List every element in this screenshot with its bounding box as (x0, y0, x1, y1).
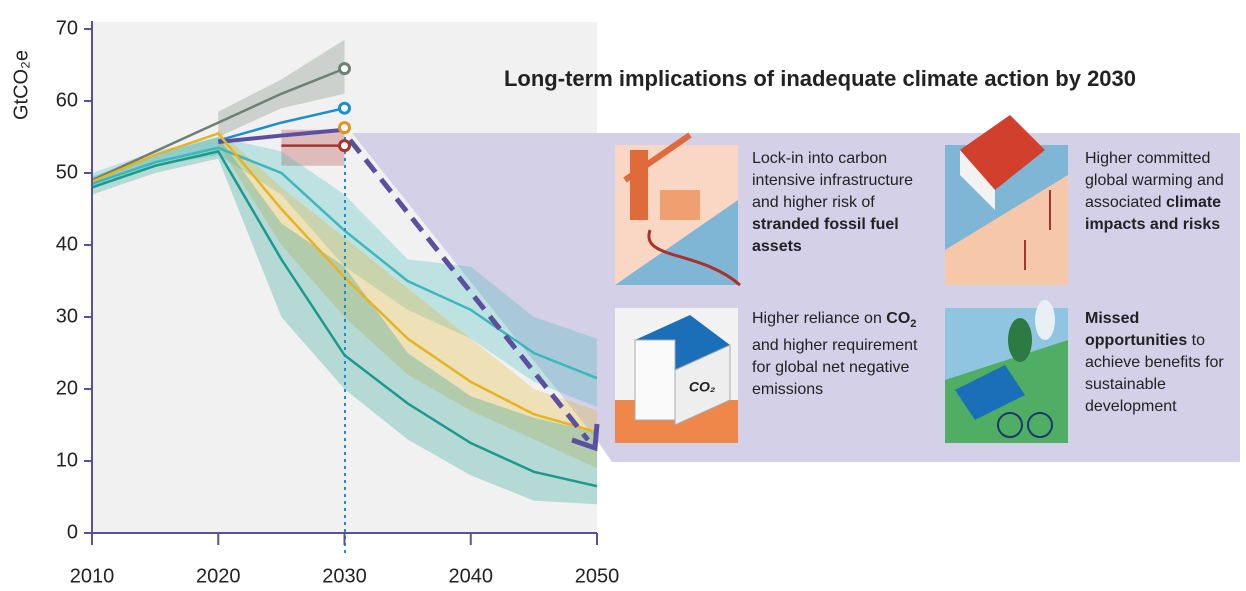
uncertainty-band (218, 39, 345, 137)
end-marker (338, 62, 351, 76)
emission-line (91, 67, 345, 182)
text-segment: 2 (910, 318, 917, 331)
icon-opportunities (945, 300, 1068, 443)
text-segment: to achieve benefits for sustainable deve… (1085, 332, 1224, 415)
y-tick-label: 60 (56, 89, 78, 111)
x-tick-label: 2020 (196, 565, 241, 587)
y-axis-label: GtCO₂e (10, 50, 32, 120)
implication-text: Lock-in into carbon intensive infrastruc… (752, 148, 917, 258)
x-tick-label: 2030 (322, 565, 367, 587)
icon-fossil (615, 132, 741, 287)
gap-arrowhead (571, 423, 600, 452)
text-segment: Missed opportunities (1085, 310, 1188, 349)
uncertainty-band (218, 129, 597, 469)
end-marker (338, 101, 351, 115)
uncertainty-band (92, 137, 597, 407)
end-marker (338, 121, 351, 135)
text-segment: stranded fossil fuel assets (752, 216, 899, 255)
text-segment: CO (886, 310, 911, 327)
x-tick-label: 2050 (575, 565, 620, 587)
text-segment: climate impacts and risks (1085, 194, 1222, 233)
text-segment: Higher reliance on (752, 310, 887, 327)
y-tick-label: 50 (56, 161, 78, 183)
y-tick-label: 10 (56, 449, 78, 471)
emission-line (217, 106, 345, 142)
implication-text: Higher committed global warming and asso… (1085, 148, 1245, 236)
y-tick-label: 40 (56, 233, 78, 255)
y-tick-label: 30 (56, 305, 78, 327)
svg-text:CO₂: CO₂ (689, 379, 715, 395)
text-segment: Lock-in into carbon intensive infrastruc… (752, 150, 913, 211)
panel-title: Long-term implications of inadequate cli… (504, 66, 1136, 91)
icon-co2: CO₂ (615, 308, 738, 443)
implication-text: Missed opportunities to achieve benefits… (1085, 308, 1235, 418)
x-tick-label: 2040 (449, 565, 494, 587)
emission-line (218, 127, 345, 145)
y-tick-label: 0 (67, 521, 78, 543)
text-segment: and higher requirement for global net ne… (752, 337, 918, 399)
icon-impacts (945, 115, 1068, 285)
implication-text: Higher reliance on CO2 and higher requir… (752, 308, 922, 401)
gap-arrow (348, 138, 590, 442)
uncertainty-band (281, 129, 345, 166)
text-segment: Higher committed global warming and asso… (1085, 150, 1224, 211)
end-marker (338, 139, 351, 153)
x-tick-label: 2010 (70, 565, 115, 587)
y-tick-label: 20 (56, 377, 78, 399)
y-tick-label: 70 (56, 17, 78, 39)
